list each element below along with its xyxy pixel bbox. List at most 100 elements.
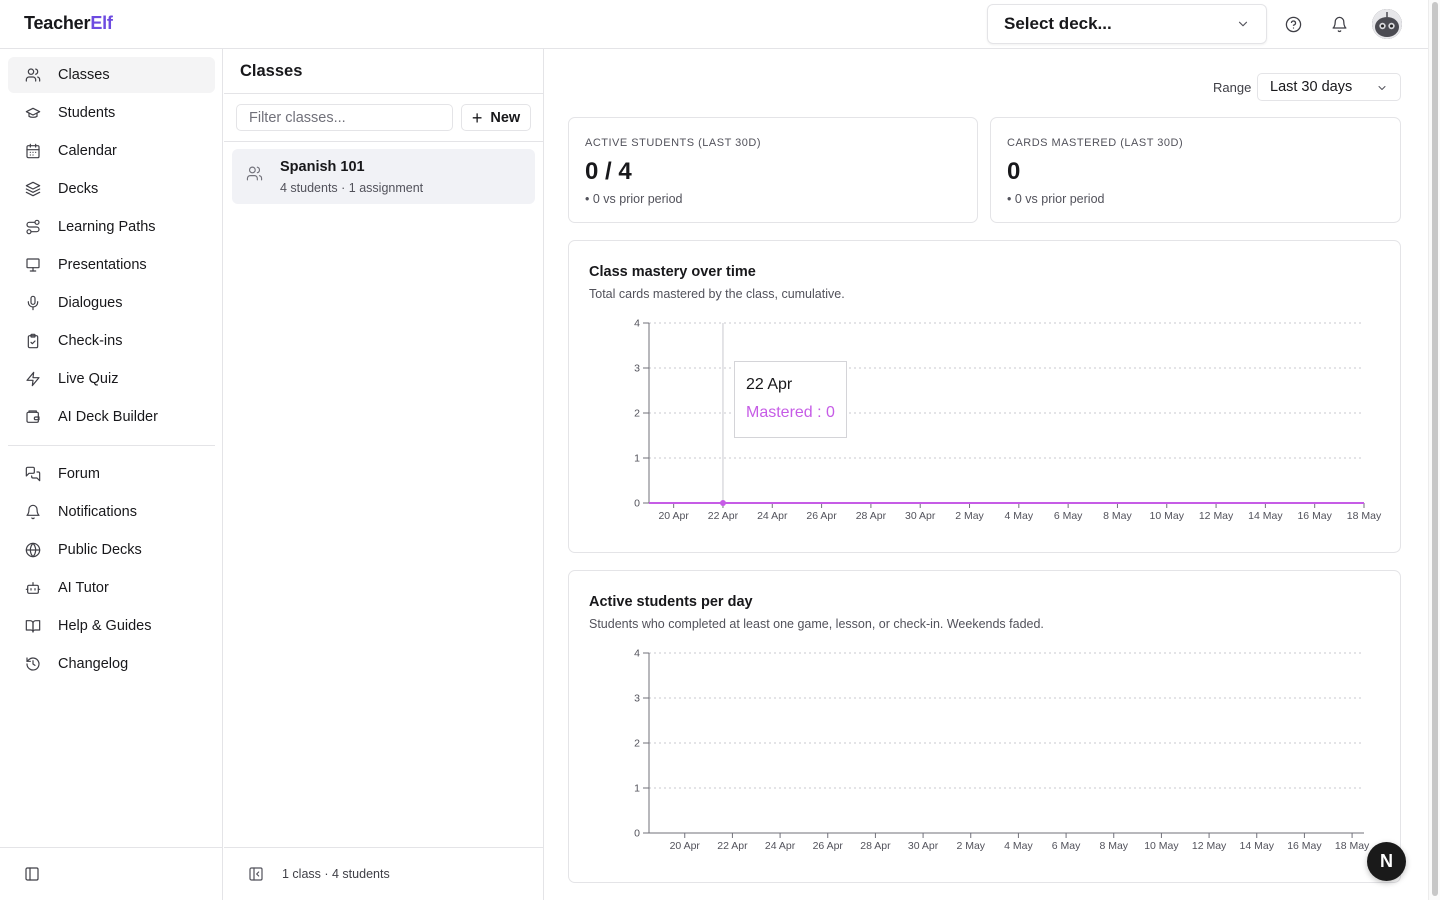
tooltip-date: 22 Apr: [746, 376, 793, 393]
x-tick-label: 14 May: [1240, 840, 1275, 852]
sidebar-item-check-ins[interactable]: Check-ins: [8, 323, 215, 359]
sidebar-footer: [0, 847, 223, 900]
sidebar-item-students[interactable]: Students: [8, 95, 215, 131]
chevron-down-icon: [1238, 21, 1248, 27]
deck-select[interactable]: Select deck...: [987, 4, 1267, 44]
bell-icon: [24, 503, 42, 521]
class-name: Spanish 101: [280, 159, 365, 175]
x-tick-label: 22 Apr: [717, 840, 748, 852]
x-tick-label: 4 May: [1005, 510, 1034, 522]
sidebar-item-ai-deck-builder[interactable]: AI Deck Builder: [8, 399, 215, 435]
bell-icon[interactable]: [1327, 12, 1351, 36]
clipboard-check-icon: [24, 332, 42, 350]
x-tick-label: 16 May: [1297, 510, 1332, 522]
sidebar-item-forum[interactable]: Forum: [8, 456, 215, 492]
x-tick-label: 24 Apr: [765, 840, 796, 852]
chart-tooltip: 22 Apr Mastered : 0: [734, 361, 847, 438]
x-tick-label: 16 May: [1287, 840, 1322, 852]
active-students-chart-card: Active students per day Students who com…: [568, 570, 1401, 883]
sidebar-item-learning-paths[interactable]: Learning Paths: [8, 209, 215, 245]
sidebar-item-classes[interactable]: Classes: [8, 57, 215, 93]
class-panel-divider: [224, 141, 543, 142]
y-tick-label: 1: [634, 783, 640, 795]
tooltip-value: Mastered : 0: [746, 404, 835, 421]
x-tick-label: 10 May: [1144, 840, 1179, 852]
sidebar-item-decks[interactable]: Decks: [8, 171, 215, 207]
y-tick-label: 4: [634, 648, 640, 660]
bot-icon: [24, 579, 42, 597]
sidebar-item-calendar[interactable]: Calendar: [8, 133, 215, 169]
app-logo[interactable]: TeacherElf: [24, 13, 113, 34]
sidebar-divider: [8, 445, 215, 446]
panel-collapse-icon[interactable]: [248, 866, 264, 887]
filter-classes-input[interactable]: [236, 104, 453, 131]
y-tick-label: 0: [634, 828, 640, 840]
sidebar-item-live-quiz[interactable]: Live Quiz: [8, 361, 215, 397]
x-tick-label: 20 Apr: [670, 840, 701, 852]
logo-accent: Elf: [90, 13, 113, 33]
range-label: Range: [1213, 80, 1252, 95]
zap-icon: [24, 370, 42, 388]
x-tick-label: 6 May: [1052, 840, 1081, 852]
sidebar-item-changelog[interactable]: Changelog: [8, 646, 215, 682]
class-panel-title: Classes: [240, 62, 303, 80]
robot-avatar-icon: [1372, 9, 1402, 39]
mastery-chart-card: Class mastery over time Total cards mast…: [568, 240, 1401, 553]
mastery-line-chart[interactable]: 0 1 2 3 4 20 Apr 22 Apr 24 Apr 26 Apr 28 Apr 30 Ap…: [569, 241, 1400, 552]
x-tick-label: 26 Apr: [813, 840, 844, 852]
sidebar-item-label: AI Deck Builder: [58, 409, 158, 425]
x-tick-label: 30 Apr: [908, 840, 939, 852]
sidebar-item-presentations[interactable]: Presentations: [8, 247, 215, 283]
sidebar-item-public-decks[interactable]: Public Decks: [8, 532, 215, 568]
sidebar-item-label: Check-ins: [58, 333, 123, 349]
y-tick-label: 2: [634, 408, 640, 420]
sidebar-item-label: AI Tutor: [58, 580, 109, 596]
scrollbar-thumb[interactable]: [1432, 2, 1438, 896]
x-tick-label: 20 Apr: [658, 510, 689, 522]
sidebar-item-help-guides[interactable]: Help & Guides: [8, 608, 215, 644]
sidebar-item-notifications[interactable]: Notifications: [8, 494, 215, 530]
avatar[interactable]: [1372, 9, 1402, 39]
logo-primary: Teacher: [24, 13, 91, 33]
page-scrollbar[interactable]: [1428, 0, 1440, 900]
plus-icon: +: [471, 107, 483, 128]
sidebar-item-ai-tutor[interactable]: AI Tutor: [8, 570, 215, 606]
x-tick-label: 12 May: [1192, 840, 1227, 852]
y-tick-label: 2: [634, 738, 640, 750]
x-tick-label: 8 May: [1103, 510, 1132, 522]
calendar-icon: [24, 142, 42, 160]
assistant-fab-button[interactable]: N: [1367, 842, 1406, 881]
new-class-button-label: New: [490, 109, 521, 126]
sidebar-item-label: Dialogues: [58, 295, 123, 311]
sidebar-item-label: Students: [58, 105, 116, 121]
x-tick-label: 18 May: [1347, 510, 1382, 522]
class-list-item[interactable]: Spanish 101 4 students · 1 assignment: [232, 149, 535, 204]
x-tick-label: 30 Apr: [905, 510, 936, 522]
sidebar-item-label: Live Quiz: [58, 371, 119, 387]
stat-value: 0 / 4: [585, 158, 632, 185]
messages-icon: [24, 465, 42, 483]
active-students-bar-chart[interactable]: 0 1 2 3 4 20 Apr 22 Apr 24 Apr 26 Apr 28 Apr 30 Ap…: [569, 571, 1400, 882]
help-circle-icon[interactable]: [1281, 12, 1305, 36]
presentation-icon: [24, 256, 42, 274]
new-class-button[interactable]: + New: [461, 104, 531, 131]
route-icon: [24, 218, 42, 236]
cards-mastered-stat-card: Cards mastered (last 30d) 0 • 0 vs prior…: [990, 117, 1401, 223]
sidebar-item-label: Presentations: [58, 257, 147, 273]
range-select[interactable]: Last 30 days: [1257, 73, 1401, 101]
sidebar-item-dialogues[interactable]: Dialogues: [8, 285, 215, 321]
sidebar-item-label: Classes: [58, 67, 110, 83]
x-tick-label: 4 May: [1004, 840, 1033, 852]
class-summary-text: 1 class · 4 students: [282, 867, 390, 881]
stat-label: Cards mastered (last 30d): [1007, 137, 1184, 149]
sidebar-item-label: Changelog: [58, 656, 129, 672]
class-panel-header: Classes: [224, 49, 543, 94]
sidebar-item-label: Forum: [58, 466, 100, 482]
microphone-icon: [24, 294, 42, 312]
history-icon: [24, 655, 42, 673]
x-tick-label: 26 Apr: [806, 510, 837, 522]
x-tick-label: 2 May: [956, 840, 985, 852]
class-meta: 4 students · 1 assignment: [280, 181, 424, 195]
sidebar-item-label: Learning Paths: [58, 219, 156, 235]
panel-left-icon[interactable]: [24, 866, 40, 887]
